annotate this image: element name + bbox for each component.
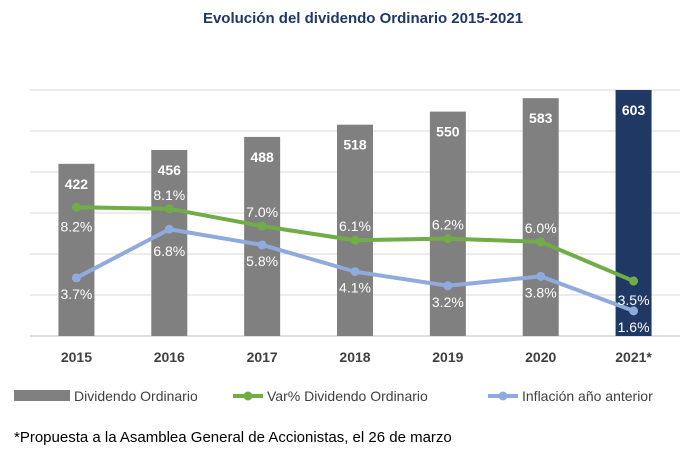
series-point [629,306,639,316]
point-value-label: 4.1% [339,280,371,296]
series-point [536,237,546,247]
legend-swatch-marker [243,391,253,401]
series-point [257,221,267,231]
point-value-label: 3.7% [60,286,92,302]
point-value-label: 8.1% [153,187,185,203]
point-value-label: 3.8% [525,284,557,300]
series-point [257,240,267,250]
x-tick-label: 2015 [61,349,92,365]
bar-value-label: 603 [622,102,646,118]
series-point [443,281,453,291]
bar-value-label: 550 [436,124,460,140]
x-tick-label: 2017 [247,349,278,365]
x-tick-label: 2021* [615,349,652,365]
data-labels: 422 456 488 518 550 583 603 8.2% 8.1% 7.0% 6.1% 6.2… [60,102,649,335]
point-value-label: 6.0% [525,220,557,236]
series-point [536,271,546,281]
bar [337,124,373,336]
bar [615,90,652,336]
bar-value-label: 488 [250,149,274,165]
bar-value-label: 422 [65,176,89,192]
x-tick-label: 2020 [525,349,556,365]
bar [429,111,466,336]
x-tick-label: 2018 [339,349,370,365]
point-value-label: 6.1% [339,218,371,234]
bars [58,90,652,336]
bar-value-label: 583 [529,110,553,126]
bar [244,136,281,336]
point-value-label: 6.8% [153,243,185,259]
series-point [164,204,174,214]
x-axis-ticks: 2015 2016 2017 2018 2019 2020 2021* [61,349,653,365]
series-point [629,276,639,286]
legend-label: Var% Dividendo Ordinario [267,388,428,404]
bar [522,98,559,336]
legend-label: Inflación año anterior [522,388,653,404]
point-value-label: 7.0% [246,204,278,220]
bar [151,149,188,336]
legend-label: Dividendo Ordinario [74,388,198,404]
point-value-label: 1.6% [618,319,650,335]
series-point [350,267,360,277]
bar-value-label: 518 [343,137,367,153]
point-value-label: 6.2% [432,217,464,233]
legend-swatch-marker [498,391,508,401]
x-tick-label: 2016 [154,349,185,365]
point-value-label: 5.8% [246,253,278,269]
series-point [443,234,453,244]
point-value-label: 8.2% [60,218,92,234]
series-point [71,273,81,283]
footnote: *Propuesta a la Asamblea General de Acci… [14,429,452,446]
chart-title: Evolución del dividendo Ordinario 2015-2… [203,10,523,27]
line-series [71,202,639,316]
legend: Dividendo Ordinario Var% Dividendo Ordina… [14,388,653,404]
series-point [164,224,174,234]
series-point [71,202,81,212]
x-tick-label: 2019 [432,349,463,365]
series-point [350,235,360,245]
point-value-label: 3.5% [618,292,650,308]
bar [58,163,95,336]
point-value-label: 3.2% [432,294,464,310]
bar-value-label: 456 [158,162,182,178]
legend-swatch-bar [14,390,70,401]
